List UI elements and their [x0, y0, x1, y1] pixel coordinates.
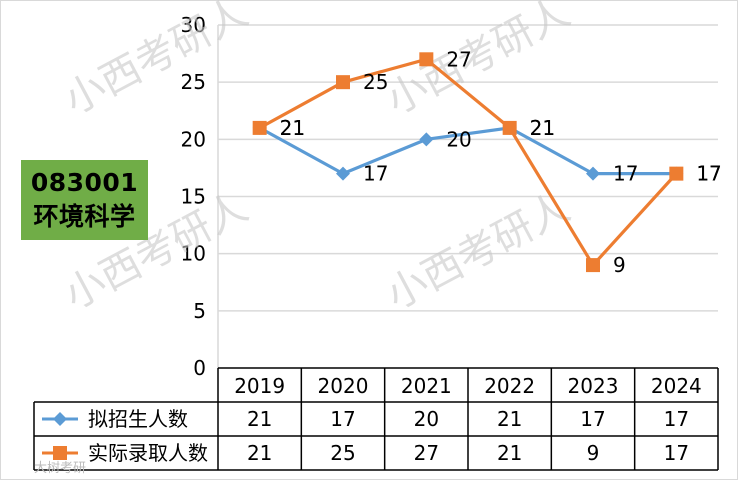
watermark-text: 小西考研人 — [379, 184, 577, 319]
major-code: 083001 — [30, 168, 139, 197]
data-label: 27 — [446, 47, 471, 71]
data-point — [336, 75, 350, 90]
data-point — [669, 166, 684, 181]
table-cell: 21 — [247, 407, 272, 431]
table-cell: 9 — [587, 441, 600, 465]
y-tick-label: 30 — [181, 13, 206, 37]
major-name: 环境科学 — [33, 202, 136, 231]
table-cell: 21 — [497, 441, 522, 465]
series-line — [258, 57, 678, 267]
x-tick-label: 2020 — [318, 374, 369, 398]
data-point — [252, 120, 267, 135]
table-cell: 25 — [330, 441, 355, 465]
table-cell: 21 — [247, 441, 272, 465]
y-tick-label: 5 — [193, 299, 206, 323]
data-label: 21 — [280, 116, 305, 140]
watermark-text: 小西考研人 — [57, 0, 255, 124]
series-line — [258, 126, 677, 176]
data-point — [336, 166, 350, 181]
data-point — [586, 166, 600, 181]
data-label: 21 — [280, 116, 305, 140]
data-point — [419, 132, 434, 147]
data-label: 21 — [530, 116, 555, 140]
data-label: 17 — [696, 162, 721, 186]
legend-marker — [53, 412, 67, 426]
data-label: 17 — [696, 162, 721, 186]
y-tick-label: 15 — [181, 185, 206, 209]
legend-entry: 拟招生人数 — [88, 407, 188, 431]
table-cell: 20 — [414, 407, 439, 431]
x-tick-label: 2019 — [234, 374, 285, 398]
x-tick-label: 2024 — [651, 374, 702, 398]
data-label: 17 — [613, 162, 638, 186]
table-cell: 17 — [664, 407, 689, 431]
data-label: 17 — [363, 162, 388, 186]
y-tick-label: 10 — [181, 242, 206, 266]
table-cell: 27 — [414, 441, 439, 465]
data-label: 20 — [446, 127, 471, 151]
x-tick-label: 2023 — [568, 374, 619, 398]
data-point — [419, 52, 434, 67]
data-label: 9 — [613, 253, 626, 277]
table-cell: 17 — [580, 407, 605, 431]
data-label: 25 — [363, 70, 388, 94]
watermark-text: 小西考研人 — [379, 0, 577, 124]
x-tick-label: 2022 — [484, 374, 535, 398]
legend-entry: 实际录取人数 — [88, 441, 208, 465]
y-tick-label: 20 — [181, 127, 206, 151]
y-tick-label: 0 — [193, 356, 206, 380]
table-cell: 17 — [330, 407, 355, 431]
y-axis: 0 5 10 15 20 25 30 — [181, 13, 219, 380]
legend-marker — [53, 446, 67, 460]
x-tick-label: 2021 — [401, 374, 452, 398]
data-label: 21 — [530, 116, 555, 140]
data-point — [502, 120, 517, 135]
y-tick-label: 25 — [181, 70, 206, 94]
data-point — [586, 258, 600, 273]
footer-credit: 大树考研 — [34, 461, 86, 476]
gridlines — [218, 24, 718, 312]
table-cell: 21 — [497, 407, 522, 431]
major-badge: 083001 环境科学 — [21, 160, 148, 240]
table-cell: 17 — [664, 441, 689, 465]
